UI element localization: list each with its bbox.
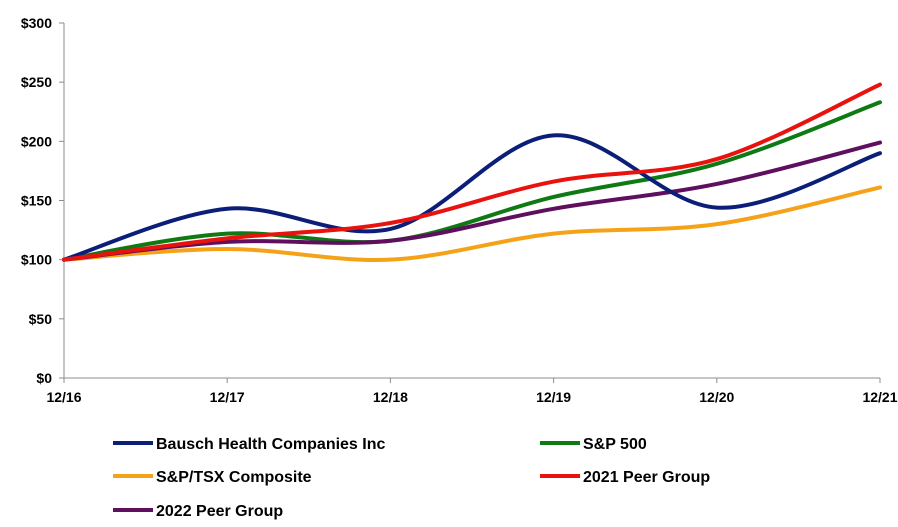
legend-label: 2022 Peer Group xyxy=(156,503,283,520)
y-tick-label: $200 xyxy=(21,133,52,149)
y-tick-label: $100 xyxy=(21,252,52,268)
series-line-4 xyxy=(62,140,882,262)
x-tick-label: 12/21 xyxy=(862,389,897,405)
legend-item-3: 2021 Peer Group xyxy=(540,469,710,486)
y-tick-label: $0 xyxy=(36,370,52,386)
legend: Bausch Health Companies Inc S&P 500 S&P/TS… xyxy=(113,436,710,520)
legend-item-1: S&P 500 xyxy=(540,436,647,453)
legend-label: S&P/TSX Composite xyxy=(156,469,312,486)
y-tick-label: $150 xyxy=(21,193,52,209)
legend-item-4: 2022 Peer Group xyxy=(113,503,283,520)
legend-item-2: S&P/TSX Composite xyxy=(113,469,312,486)
legend-label: 2021 Peer Group xyxy=(583,469,710,486)
x-tick-label: 12/19 xyxy=(536,389,571,405)
y-tick-label: $300 xyxy=(21,15,52,31)
legend-label: Bausch Health Companies Inc xyxy=(156,436,385,453)
legend-label: S&P 500 xyxy=(583,436,647,453)
series-line-3 xyxy=(62,82,882,262)
axes: $0 $50 $100 $150 $200 $250 $300 12/16 12/17 12/18… xyxy=(21,15,898,405)
x-tick-label: 12/18 xyxy=(373,389,408,405)
legend-item-0: Bausch Health Companies Inc xyxy=(113,436,385,453)
x-tick-label: 12/17 xyxy=(210,389,245,405)
series-line-2 xyxy=(62,185,882,262)
series-line-1 xyxy=(62,100,882,262)
y-tick-label: $50 xyxy=(29,311,53,327)
series-line-0 xyxy=(62,133,882,262)
x-tick-label: 12/16 xyxy=(46,389,81,405)
series-lines xyxy=(62,82,882,262)
y-tick-label: $250 xyxy=(21,74,52,90)
x-tick-label: 12/20 xyxy=(699,389,734,405)
